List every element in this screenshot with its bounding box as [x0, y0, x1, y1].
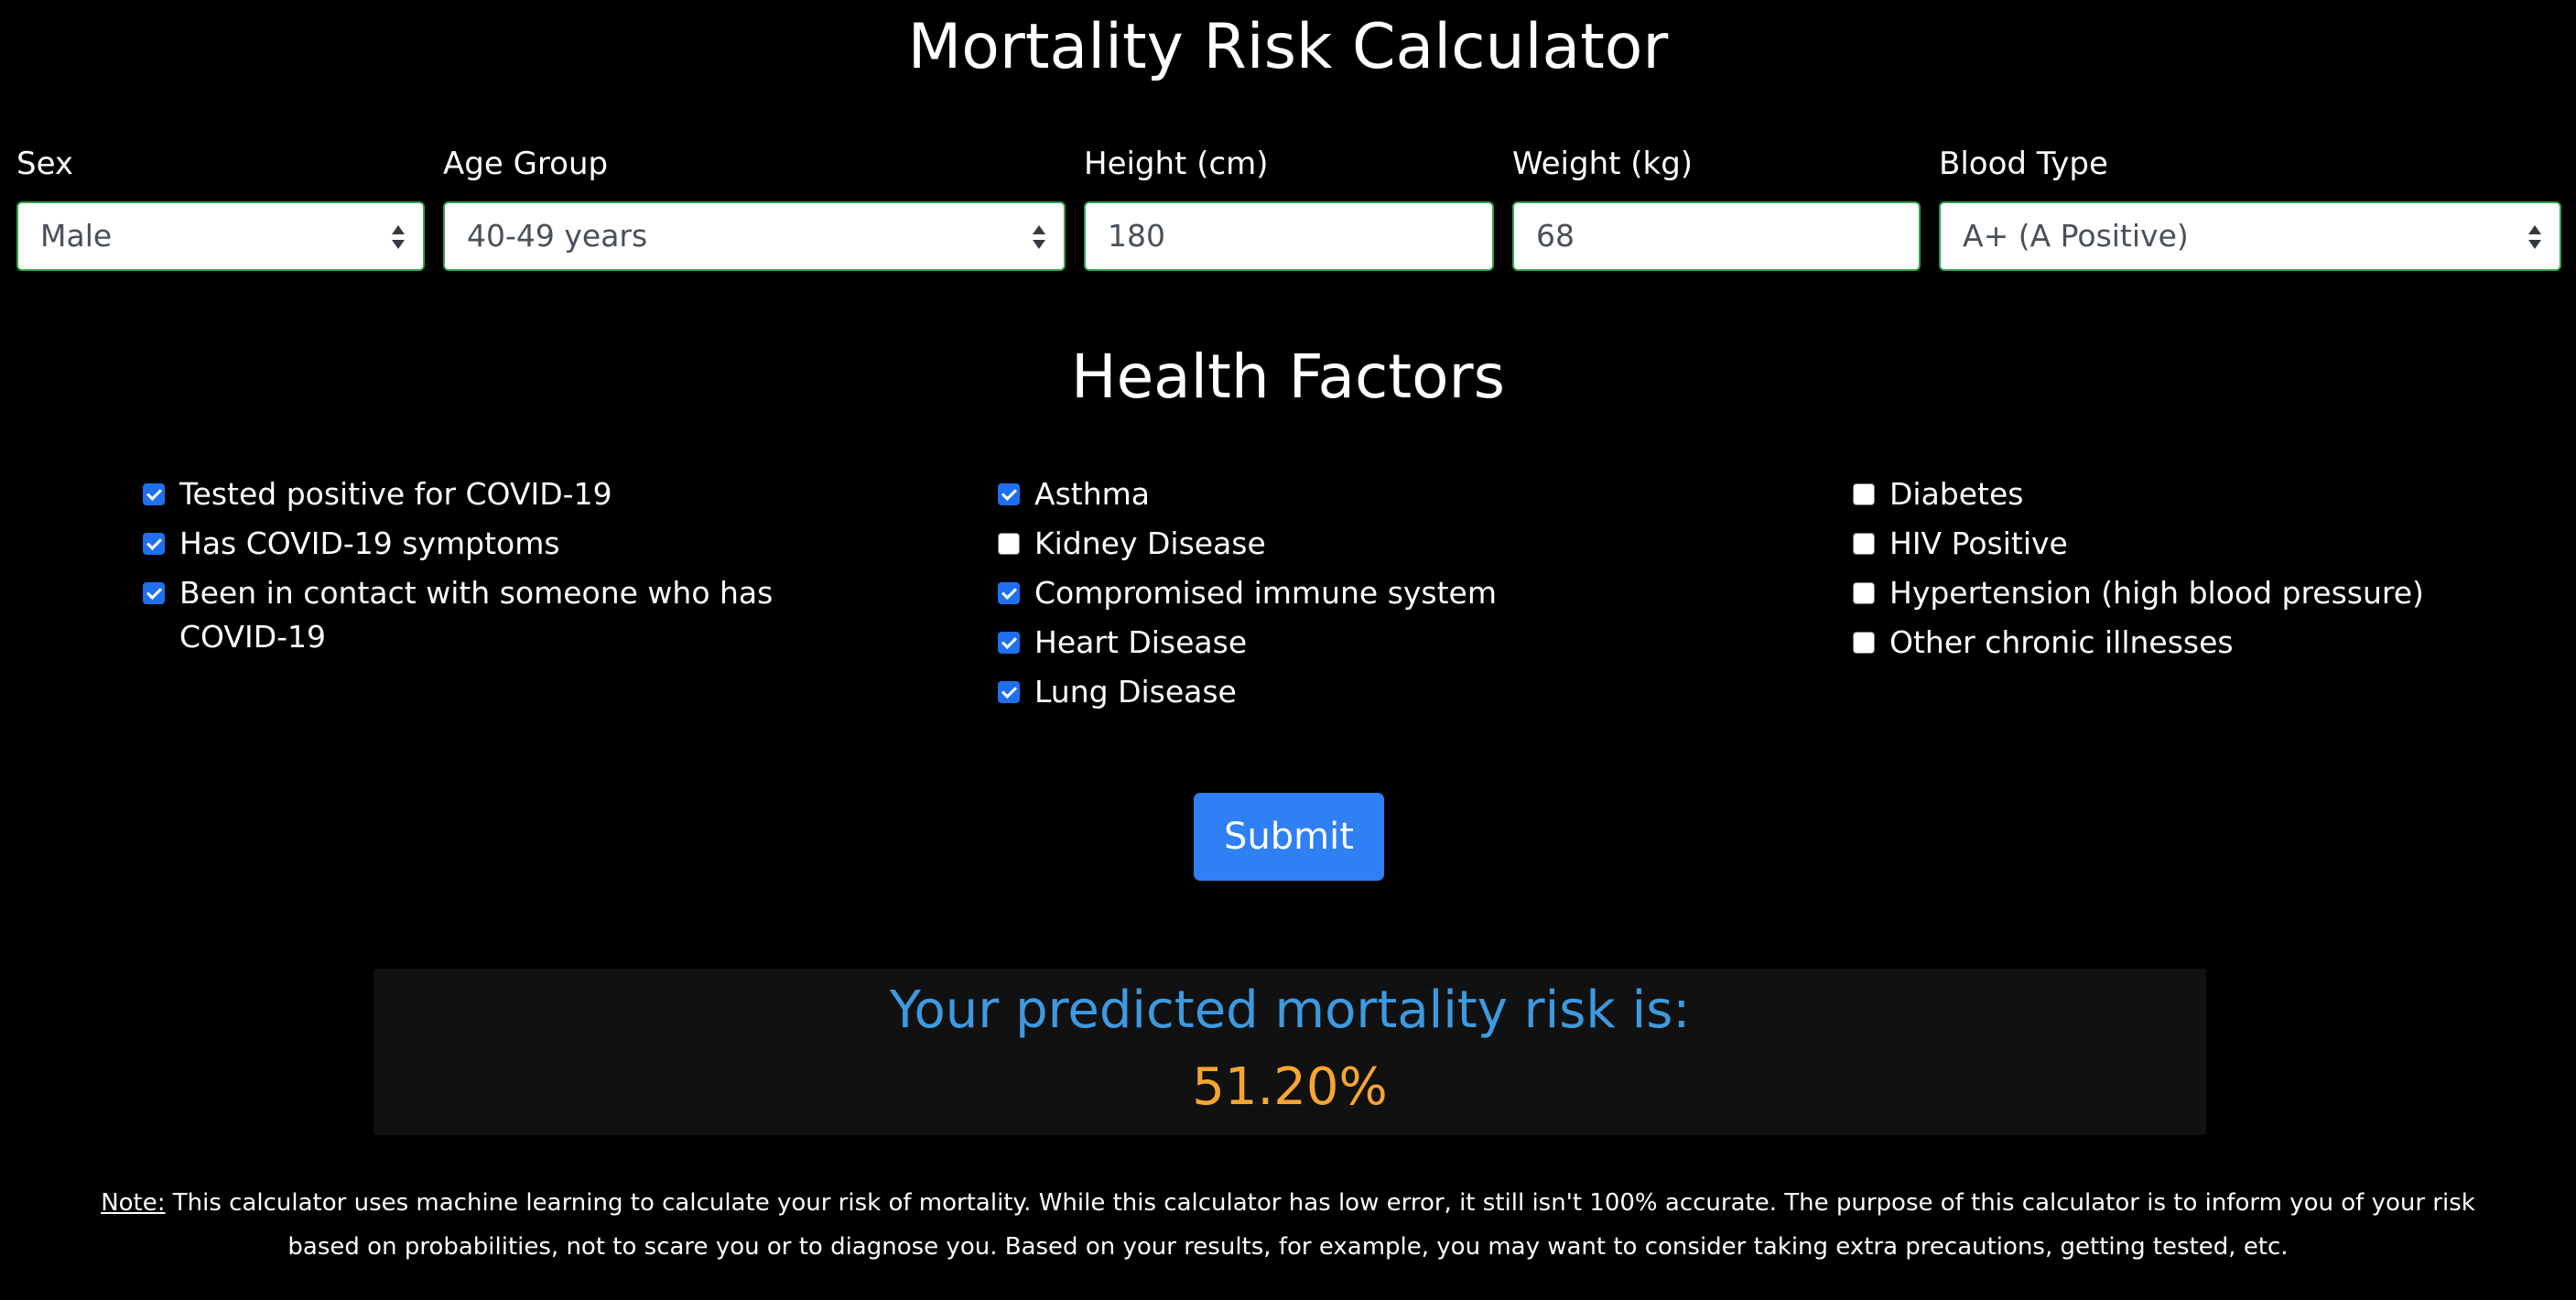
weight-label: Weight (kg) [1512, 146, 1694, 182]
checkbox-icon[interactable] [1853, 483, 1875, 505]
checkbox-icon[interactable] [1853, 533, 1875, 555]
checkbox-label: Tested positive for COVID-19 [179, 476, 612, 512]
select-arrows-icon [392, 225, 405, 249]
checkbox-label: Kidney Disease [1034, 525, 1266, 561]
checkbox-item-contact[interactable]: Been in contact with someone who has COV… [143, 571, 802, 659]
sex-select[interactable]: Male [16, 201, 425, 271]
disclaimer-note: Note: This calculator uses machine learn… [88, 1181, 2488, 1269]
checkbox-item-kidney-disease[interactable]: Kidney Disease [998, 522, 1748, 566]
checkbox-icon[interactable] [998, 681, 1020, 703]
checkbox-item-immune-system[interactable]: Compromised immune system [998, 571, 1748, 615]
checkbox-icon[interactable] [1853, 632, 1875, 654]
checkbox-item-heart-disease[interactable]: Heart Disease [998, 621, 1748, 665]
age-group-select[interactable]: 40-49 years [443, 201, 1066, 271]
page-title: Mortality Risk Calculator [907, 11, 1669, 83]
blood-type-select[interactable]: A+ (A Positive) [1939, 201, 2561, 271]
weight-input-value: 68 [1536, 218, 1575, 254]
checkbox-icon[interactable] [998, 582, 1020, 604]
checkbox-label: Heart Disease [1034, 624, 1248, 660]
select-arrows-icon [2528, 225, 2541, 249]
note-text: This calculator uses machine learning to… [165, 1189, 2475, 1261]
checkbox-icon[interactable] [1853, 582, 1875, 604]
checkbox-item-other-chronic[interactable]: Other chronic illnesses [1853, 621, 2567, 665]
checkbox-icon[interactable] [143, 483, 165, 505]
result-value: 51.20% [1192, 1057, 1388, 1117]
weight-input[interactable]: 68 [1512, 201, 1921, 271]
height-label: Height (cm) [1084, 146, 1269, 182]
note-label: Note: [101, 1189, 166, 1217]
checkbox-label: Has COVID-19 symptoms [179, 525, 560, 561]
height-input[interactable]: 180 [1084, 201, 1494, 271]
checkbox-item-tested-positive[interactable]: Tested positive for COVID-19 [143, 472, 802, 516]
checkbox-label: Hypertension (high blood pressure) [1889, 575, 2424, 611]
age-group-label: Age Group [443, 146, 609, 182]
checkbox-icon[interactable] [143, 533, 165, 555]
checkbox-icon[interactable] [998, 483, 1020, 505]
sex-label: Sex [16, 146, 74, 182]
blood-type-label: Blood Type [1939, 146, 2108, 182]
checkbox-item-asthma[interactable]: Asthma [998, 472, 1748, 516]
submit-button[interactable]: Submit [1194, 793, 1384, 881]
sex-select-value: Male [40, 218, 113, 254]
health-factors-column-2: Asthma Kidney Disease Compromised immune… [998, 472, 1748, 720]
checkbox-item-has-symptoms[interactable]: Has COVID-19 symptoms [143, 522, 802, 566]
health-factors-column-1: Tested positive for COVID-19 Has COVID-1… [143, 472, 802, 665]
checkbox-icon[interactable] [998, 632, 1020, 654]
checkbox-item-hiv-positive[interactable]: HIV Positive [1853, 522, 2567, 566]
result-panel [373, 969, 2206, 1135]
health-factors-column-3: Diabetes HIV Positive Hypertension (high… [1853, 472, 2567, 670]
checkbox-label: Asthma [1034, 476, 1150, 512]
result-heading: Your predicted mortality risk is: [889, 980, 1691, 1040]
health-factors-title: Health Factors [1070, 341, 1506, 412]
checkbox-icon[interactable] [998, 533, 1020, 555]
checkbox-label: HIV Positive [1889, 525, 2068, 561]
checkbox-item-hypertension[interactable]: Hypertension (high blood pressure) [1853, 571, 2567, 615]
height-input-value: 180 [1108, 218, 1165, 254]
checkbox-label: Lung Disease [1034, 674, 1237, 710]
blood-type-select-value: A+ (A Positive) [1963, 218, 2189, 254]
checkbox-icon[interactable] [143, 582, 165, 604]
checkbox-label: Compromised immune system [1034, 575, 1497, 611]
checkbox-label: Been in contact with someone who has COV… [179, 575, 774, 655]
checkbox-label: Other chronic illnesses [1889, 624, 2234, 660]
checkbox-label: Diabetes [1889, 476, 2024, 512]
checkbox-item-lung-disease[interactable]: Lung Disease [998, 670, 1748, 714]
checkbox-item-diabetes[interactable]: Diabetes [1853, 472, 2567, 516]
age-group-select-value: 40-49 years [467, 218, 648, 254]
select-arrows-icon [1033, 225, 1045, 249]
